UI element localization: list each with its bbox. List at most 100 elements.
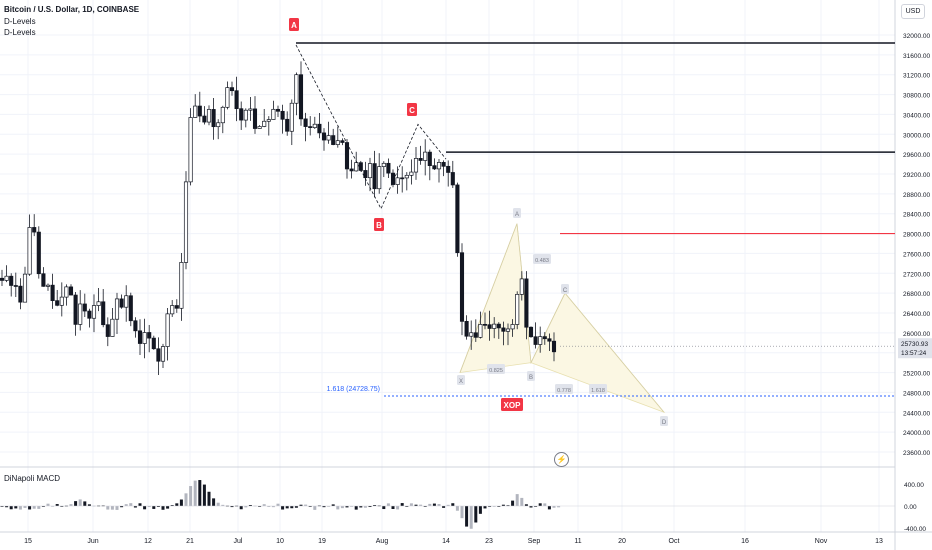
- macd-bar: [524, 504, 528, 506]
- candle-body: [294, 74, 299, 104]
- currency-button[interactable]: USD: [901, 4, 925, 19]
- macd-bar: [405, 506, 409, 507]
- macd-bar: [290, 506, 294, 509]
- macd-bar: [87, 504, 91, 506]
- time-axis-label: 16: [741, 538, 749, 545]
- time-axis-label: 15: [24, 538, 32, 545]
- harmonic-b-label: B: [529, 375, 533, 381]
- macd-bar: [460, 506, 464, 519]
- macd-bar: [262, 504, 266, 506]
- macd-bar: [143, 506, 147, 510]
- time-axis-label: 21: [186, 538, 194, 545]
- time-axis-label: 14: [442, 538, 450, 545]
- candle-body: [381, 162, 386, 167]
- macd-bar: [258, 506, 262, 507]
- candle-body: [289, 102, 294, 132]
- macd-bar: [23, 506, 27, 508]
- lightning-icon[interactable]: ⚡: [554, 452, 569, 467]
- macd-bar: [184, 493, 188, 506]
- candle-body: [128, 295, 133, 322]
- macd-bar: [451, 503, 455, 506]
- candle-body: [372, 163, 377, 190]
- time-axis-label: Sep: [528, 538, 541, 545]
- candle-body: [423, 151, 428, 161]
- macd-bar: [423, 506, 427, 507]
- macd-bar: [166, 506, 170, 509]
- candle-body: [216, 122, 221, 128]
- macd-label[interactable]: DiNapoli MACD: [4, 474, 61, 483]
- time-axis-label: Oct: [669, 538, 680, 545]
- macd-bar: [115, 506, 119, 510]
- macd-bar: [437, 504, 441, 506]
- candle-body: [280, 110, 285, 120]
- harmonic-legs: [459, 223, 665, 413]
- candle-body: [50, 284, 55, 302]
- candle-body: [13, 285, 18, 287]
- candle-body: [538, 336, 543, 345]
- indicator-label-2[interactable]: D-Levels: [4, 28, 36, 37]
- candle-body: [22, 273, 28, 303]
- price-axis-label: 30800.00: [903, 93, 930, 100]
- harmonic-d-label-box: [660, 416, 668, 426]
- time-axis-label: 23: [485, 538, 493, 545]
- candle-body: [133, 320, 138, 332]
- harmonic-b-label-box: [527, 371, 535, 381]
- macd-bar: [138, 503, 142, 506]
- macd-bar: [28, 506, 32, 510]
- candle-body: [321, 132, 327, 141]
- indicator-label-1[interactable]: D-Levels: [4, 17, 36, 26]
- candle-body: [248, 108, 253, 111]
- macd-bar: [506, 505, 510, 507]
- candle-body: [275, 108, 281, 112]
- price-axis-label: 30000.00: [903, 132, 930, 139]
- candle-body: [455, 184, 460, 254]
- candle-body: [340, 140, 345, 143]
- candle-body: [349, 168, 354, 172]
- candle-body: [18, 285, 23, 303]
- harmonic-x-label-box: [457, 375, 465, 385]
- macd-bar: [455, 506, 459, 511]
- macd-bar: [212, 498, 216, 506]
- macd-bar: [520, 497, 524, 506]
- candle-body: [243, 109, 248, 121]
- ratio-xd-label: 0.778: [557, 388, 571, 394]
- macd-bar: [230, 506, 234, 508]
- macd-bar: [552, 506, 556, 508]
- candle-body: [96, 301, 101, 306]
- macd-bar: [69, 504, 73, 506]
- macd-bar: [534, 506, 538, 507]
- macd-bar: [129, 503, 133, 506]
- macd-axis-label: -400.00: [904, 526, 926, 533]
- candle-body: [257, 126, 262, 129]
- macd-bar: [304, 504, 308, 506]
- macd-bar: [446, 504, 450, 506]
- price-axis-label: 29200.00: [903, 172, 930, 179]
- candle-body: [271, 108, 276, 120]
- macd-bar: [120, 506, 124, 508]
- point-b-label-box: [374, 218, 384, 231]
- candle-body: [68, 286, 74, 296]
- candle-body: [354, 162, 359, 172]
- candle-body: [386, 162, 391, 174]
- candle-body: [432, 165, 437, 170]
- macd-bar: [202, 484, 206, 506]
- candle-body: [404, 174, 409, 179]
- macd-bar: [193, 480, 197, 506]
- candle-body: [36, 231, 41, 275]
- candle-body: [165, 313, 170, 347]
- macd-bar: [110, 506, 114, 510]
- last-price-value: 25730.93: [901, 341, 928, 348]
- macd-bar: [179, 499, 183, 506]
- price-axis-label: 24000.00: [903, 430, 930, 437]
- candle-body: [110, 318, 115, 337]
- candle-body: [211, 109, 216, 128]
- price-axis-label: 26000.00: [903, 331, 930, 338]
- abc-zigzag: [295, 44, 447, 210]
- macd-bar: [216, 502, 220, 506]
- harmonic-xab: [459, 223, 532, 374]
- candle-body: [87, 310, 92, 319]
- time-axis-label: 13: [875, 538, 883, 545]
- candle-body: [142, 332, 147, 344]
